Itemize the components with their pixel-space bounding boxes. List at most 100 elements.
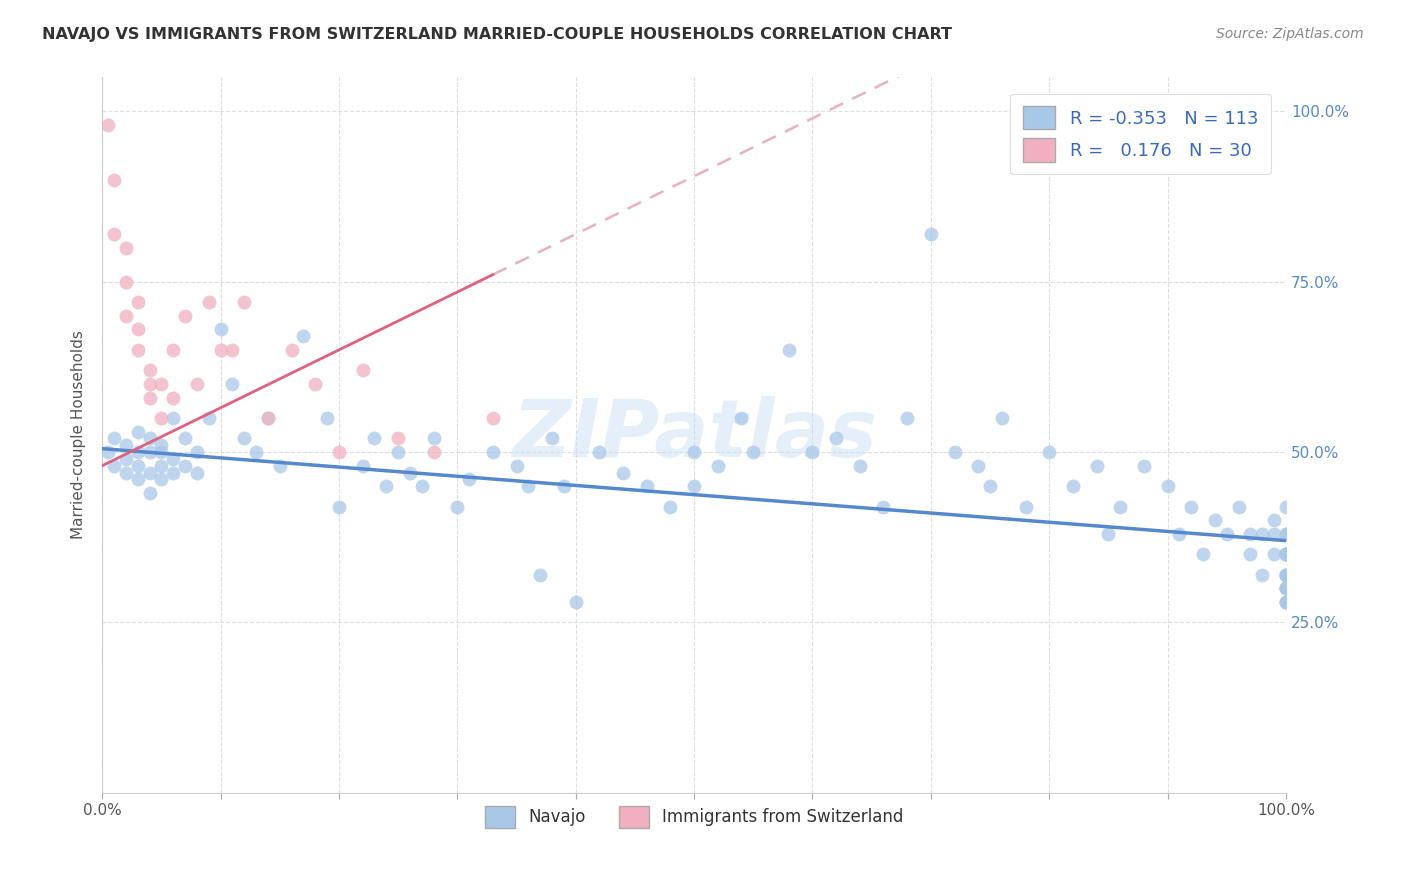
Point bbox=[162, 466, 184, 480]
Point bbox=[127, 295, 149, 310]
Point bbox=[328, 445, 350, 459]
Point bbox=[304, 376, 326, 391]
Point bbox=[209, 322, 232, 336]
Point bbox=[150, 458, 173, 473]
Point bbox=[97, 445, 120, 459]
Point bbox=[103, 172, 125, 186]
Point bbox=[1192, 547, 1215, 561]
Point bbox=[458, 472, 481, 486]
Point bbox=[564, 595, 586, 609]
Point bbox=[162, 391, 184, 405]
Point bbox=[233, 432, 256, 446]
Point bbox=[1275, 582, 1298, 596]
Point bbox=[115, 451, 138, 466]
Point bbox=[446, 500, 468, 514]
Point bbox=[138, 466, 160, 480]
Point bbox=[943, 445, 966, 459]
Point bbox=[174, 458, 197, 473]
Point bbox=[209, 343, 232, 357]
Point bbox=[257, 411, 280, 425]
Point bbox=[1275, 595, 1298, 609]
Point bbox=[1263, 526, 1285, 541]
Point bbox=[529, 567, 551, 582]
Point bbox=[1168, 526, 1191, 541]
Point bbox=[1275, 582, 1298, 596]
Point bbox=[316, 411, 339, 425]
Point bbox=[127, 425, 149, 439]
Point bbox=[1097, 526, 1119, 541]
Point bbox=[553, 479, 575, 493]
Point bbox=[1275, 547, 1298, 561]
Point bbox=[1275, 567, 1298, 582]
Point bbox=[257, 411, 280, 425]
Point bbox=[422, 445, 444, 459]
Point bbox=[138, 363, 160, 377]
Point bbox=[1275, 547, 1298, 561]
Point bbox=[1156, 479, 1178, 493]
Point bbox=[967, 458, 990, 473]
Point bbox=[659, 500, 682, 514]
Point bbox=[896, 411, 918, 425]
Point bbox=[115, 275, 138, 289]
Point bbox=[778, 343, 800, 357]
Point bbox=[411, 479, 433, 493]
Point bbox=[186, 376, 208, 391]
Text: Source: ZipAtlas.com: Source: ZipAtlas.com bbox=[1216, 27, 1364, 41]
Point bbox=[1204, 513, 1226, 527]
Point bbox=[920, 227, 942, 241]
Point bbox=[1263, 513, 1285, 527]
Text: ZIPatlas: ZIPatlas bbox=[512, 396, 876, 474]
Point bbox=[541, 432, 564, 446]
Point bbox=[150, 445, 173, 459]
Point bbox=[1251, 567, 1274, 582]
Point bbox=[1014, 500, 1036, 514]
Point bbox=[801, 445, 824, 459]
Point bbox=[387, 445, 409, 459]
Point bbox=[174, 432, 197, 446]
Point bbox=[280, 343, 302, 357]
Point bbox=[197, 295, 219, 310]
Point bbox=[1216, 526, 1239, 541]
Point bbox=[1275, 567, 1298, 582]
Point bbox=[1275, 582, 1298, 596]
Y-axis label: Married-couple Households: Married-couple Households bbox=[72, 331, 86, 540]
Point bbox=[127, 458, 149, 473]
Point bbox=[245, 445, 267, 459]
Point bbox=[742, 445, 765, 459]
Point bbox=[849, 458, 872, 473]
Point bbox=[150, 411, 173, 425]
Point bbox=[138, 486, 160, 500]
Point bbox=[127, 445, 149, 459]
Point bbox=[150, 438, 173, 452]
Point bbox=[505, 458, 527, 473]
Point bbox=[1239, 547, 1261, 561]
Point bbox=[103, 227, 125, 241]
Point bbox=[127, 322, 149, 336]
Point bbox=[97, 118, 120, 132]
Point bbox=[1109, 500, 1132, 514]
Point bbox=[115, 438, 138, 452]
Point bbox=[138, 432, 160, 446]
Point bbox=[186, 445, 208, 459]
Point bbox=[979, 479, 1001, 493]
Point bbox=[363, 432, 385, 446]
Point bbox=[588, 445, 610, 459]
Point bbox=[127, 343, 149, 357]
Point bbox=[1275, 547, 1298, 561]
Point bbox=[683, 479, 706, 493]
Point bbox=[1227, 500, 1250, 514]
Point bbox=[1239, 526, 1261, 541]
Point bbox=[517, 479, 540, 493]
Point bbox=[422, 432, 444, 446]
Point bbox=[103, 432, 125, 446]
Point bbox=[683, 445, 706, 459]
Point bbox=[375, 479, 398, 493]
Point bbox=[328, 500, 350, 514]
Point bbox=[1275, 567, 1298, 582]
Point bbox=[115, 466, 138, 480]
Point bbox=[1251, 526, 1274, 541]
Point bbox=[150, 376, 173, 391]
Point bbox=[221, 376, 243, 391]
Point bbox=[1275, 547, 1298, 561]
Point bbox=[197, 411, 219, 425]
